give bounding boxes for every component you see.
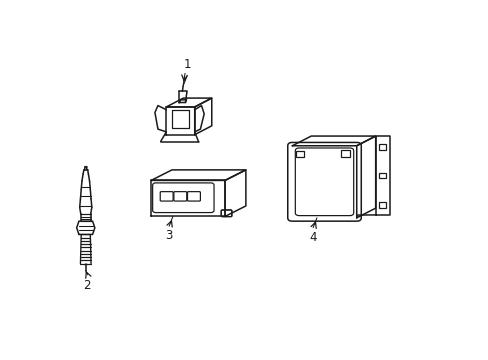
Text: 4: 4	[309, 231, 316, 244]
Text: 2: 2	[83, 279, 90, 292]
Text: 3: 3	[165, 229, 172, 243]
Text: 1: 1	[183, 58, 190, 71]
